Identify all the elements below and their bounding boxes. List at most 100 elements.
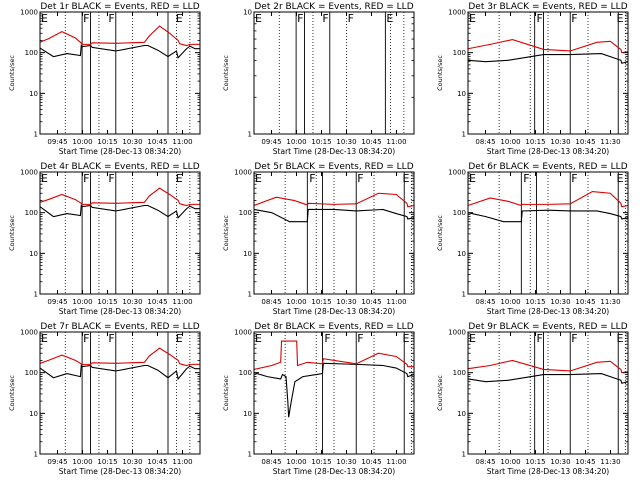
x-tick-label: 10:30: [550, 458, 570, 466]
x-tick-label: 10:45: [361, 138, 381, 146]
flag-label: E: [403, 172, 410, 185]
flag-label: F: [537, 12, 543, 25]
flag-label: E: [469, 332, 476, 345]
series-line-lld: [39, 25, 200, 47]
x-tick-label: 10:00: [286, 458, 306, 466]
series-line-events: [467, 209, 629, 223]
x-tick-label: 10:00: [500, 138, 520, 146]
y-tick-label: 1000: [234, 169, 252, 177]
y-axis-label: Counts/sec: [436, 215, 444, 251]
flag-label: E: [41, 12, 48, 25]
x-tick-label: 09:45: [47, 458, 67, 466]
x-tick-label: 10:15: [97, 138, 117, 146]
y-tick-label: 100: [25, 369, 38, 377]
x-tick-label: 11:00: [172, 458, 192, 466]
y-tick-label: 1000: [448, 329, 466, 337]
flag-label: F: [324, 332, 330, 345]
x-tick-label: 10:30: [336, 298, 356, 306]
x-tick-label: 10:45: [147, 138, 167, 146]
panel-det-5r: Det 5r BLACK = Events, RED = LLD Counts/s…: [222, 162, 415, 316]
x-axis-label: Start Time (28-Dec-13 08:34:20): [273, 467, 395, 476]
flag-label: E: [403, 332, 410, 345]
series-line-events: [253, 208, 415, 223]
x-tick-label: 10:45: [147, 458, 167, 466]
y-tick-label: 1: [462, 291, 466, 299]
x-tick-label: 10:30: [550, 138, 570, 146]
y-tick-label: 100: [453, 369, 466, 377]
x-tick-label: 10:15: [525, 298, 545, 306]
y-tick-label: 1000: [20, 9, 38, 17]
panel-title: Det 8r BLACK = Events, RED = LLD: [254, 322, 413, 332]
series-line-lld: [467, 38, 629, 54]
x-axis-label: Start Time (28-Dec-13 08:34:20): [59, 467, 181, 476]
series-line-events: [39, 203, 200, 219]
panel-title: Det 1r BLACK = Events, RED = LLD: [40, 2, 199, 12]
y-tick-label: 1000: [20, 329, 38, 337]
x-tick-label: 11:00: [386, 138, 406, 146]
x-tick-label: 10:15: [525, 138, 545, 146]
flag-label: F: [348, 12, 354, 25]
panel-det-1r: Det 1r BLACK = Events, RED = LLD Counts/s…: [8, 2, 201, 156]
x-tick-label: 09:45: [47, 138, 67, 146]
series-line-events: [467, 53, 629, 64]
x-axis-label: Start Time (28-Dec-13 08:34:20): [273, 307, 395, 316]
y-tick-label: 1: [248, 131, 252, 139]
x-tick-label: 10:00: [500, 458, 520, 466]
x-tick-label: 10:30: [122, 458, 142, 466]
x-tick-label: 10:00: [72, 458, 92, 466]
flag-label: F: [108, 332, 114, 345]
x-tick-label: 08:45: [475, 138, 495, 146]
panel-title: Det 6r BLACK = Events, RED = LLD: [468, 162, 627, 172]
flag-label: F: [322, 12, 328, 25]
y-tick-label: 10: [29, 90, 38, 98]
y-axis-label: Counts/sec: [222, 375, 230, 411]
flag-label: F: [297, 12, 303, 25]
plot-frame: [253, 11, 415, 135]
flag-label: F: [83, 332, 89, 345]
x-tick-label: 08:45: [261, 298, 281, 306]
flag-label: F: [83, 12, 89, 25]
x-tick-label: 10:15: [525, 458, 545, 466]
flag-label: E: [255, 12, 262, 25]
y-tick-label: 100: [25, 209, 38, 217]
flag-label: E: [255, 172, 262, 185]
flag-label: F: [537, 332, 543, 345]
flag-label: E: [617, 332, 624, 345]
x-tick-label: 11:30: [600, 458, 620, 466]
panel-det-6r: Det 6r BLACK = Events, RED = LLD Counts/s…: [436, 162, 629, 316]
y-tick-label: 1: [34, 291, 38, 299]
x-tick-label: 09:45: [261, 138, 281, 146]
x-tick-label: 10:30: [336, 458, 356, 466]
x-tick-label: 10:45: [575, 458, 595, 466]
flag-label: E: [255, 332, 262, 345]
y-tick-label: 100: [453, 49, 466, 57]
panel-title: Det 2r BLACK = Events, RED = LLD: [254, 2, 413, 12]
x-tick-label: 10:15: [311, 458, 331, 466]
flag-label: F: [571, 172, 577, 185]
series-line-events: [39, 363, 200, 381]
x-tick-label: 10:00: [286, 298, 306, 306]
flag-label: F: [523, 172, 529, 185]
y-tick-label: 1000: [448, 169, 466, 177]
panel-det-2r: Det 2r BLACK = Events, RED = LLD Counts/s…: [222, 2, 415, 156]
x-tick-label: 11:00: [172, 138, 192, 146]
y-tick-label: 10: [243, 410, 252, 418]
plot-frame: [467, 331, 629, 455]
y-tick-label: 100: [239, 369, 252, 377]
panel-title: Det 9r BLACK = Events, RED = LLD: [468, 322, 627, 332]
flag-label: F: [83, 172, 89, 185]
x-tick-label: 08:45: [475, 458, 495, 466]
y-tick-label: 10: [457, 250, 466, 258]
y-axis-label: Counts/sec: [8, 375, 16, 411]
x-tick-label: 10:15: [311, 138, 331, 146]
panel-det-4r: Det 4r BLACK = Events, RED = LLD Counts/s…: [8, 162, 201, 316]
x-axis-label: Start Time (28-Dec-13 08:34:20): [487, 307, 609, 316]
y-tick-label: 1: [34, 451, 38, 459]
x-tick-label: 11:00: [172, 298, 192, 306]
panel-title: Det 3r BLACK = Events, RED = LLD: [468, 2, 627, 12]
x-tick-label: 10:30: [336, 138, 356, 146]
plot-frame: [253, 171, 415, 295]
x-tick-label: 11:30: [600, 138, 620, 146]
plot-frame: [467, 171, 629, 295]
